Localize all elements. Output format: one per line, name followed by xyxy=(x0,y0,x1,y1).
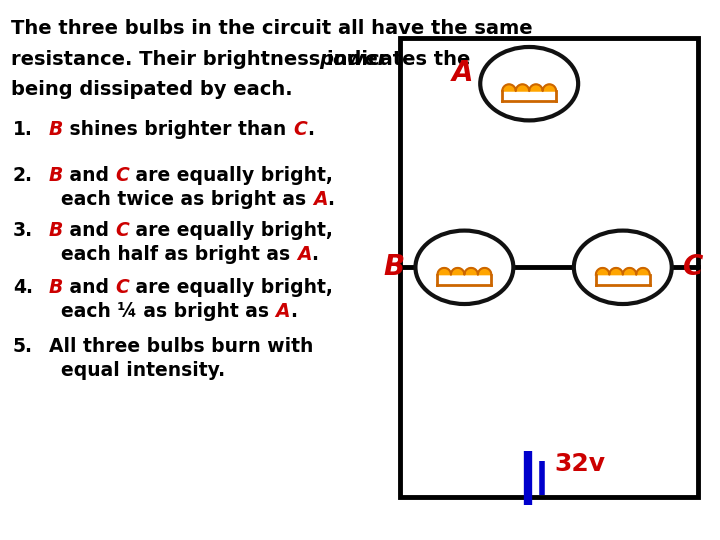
Text: B: B xyxy=(49,166,63,185)
Text: A: A xyxy=(276,302,290,321)
Text: .: . xyxy=(307,120,314,139)
Text: and: and xyxy=(63,166,116,185)
Text: each ¼ as bright as: each ¼ as bright as xyxy=(61,302,276,321)
Ellipse shape xyxy=(480,47,578,120)
Text: A: A xyxy=(312,190,328,209)
Polygon shape xyxy=(438,268,491,275)
Text: 2.: 2. xyxy=(13,166,33,185)
Text: .: . xyxy=(290,302,297,321)
Text: and: and xyxy=(63,221,116,240)
Text: 4.: 4. xyxy=(13,278,33,297)
Text: are equally bright,: are equally bright, xyxy=(130,278,333,297)
Text: All three bulbs burn with: All three bulbs burn with xyxy=(49,338,313,356)
Text: B: B xyxy=(49,278,63,297)
Text: being dissipated by each.: being dissipated by each. xyxy=(11,80,292,99)
Text: each half as bright as: each half as bright as xyxy=(61,245,297,264)
Text: C: C xyxy=(116,166,130,185)
Text: 1.: 1. xyxy=(13,120,33,139)
Polygon shape xyxy=(596,268,649,275)
Text: A: A xyxy=(297,245,311,264)
Text: resistance. Their brightness indicates the: resistance. Their brightness indicates t… xyxy=(11,50,477,69)
Text: shines brighter than: shines brighter than xyxy=(63,120,293,139)
Text: C: C xyxy=(683,253,703,281)
Text: power: power xyxy=(320,50,388,69)
Text: and: and xyxy=(63,278,116,297)
Text: 5.: 5. xyxy=(13,338,33,356)
Text: The three bulbs in the circuit all have the same: The three bulbs in the circuit all have … xyxy=(11,19,532,38)
Text: are equally bright,: are equally bright, xyxy=(130,221,333,240)
Text: A: A xyxy=(451,59,473,87)
Ellipse shape xyxy=(574,231,672,304)
Text: equal intensity.: equal intensity. xyxy=(61,361,225,380)
Text: B: B xyxy=(49,120,63,139)
Bar xyxy=(400,38,698,497)
Text: B: B xyxy=(49,221,63,240)
Text: 32v: 32v xyxy=(554,453,606,476)
Text: .: . xyxy=(328,190,334,209)
Text: are equally bright,: are equally bright, xyxy=(130,166,333,185)
Text: 3.: 3. xyxy=(13,221,33,240)
Text: C: C xyxy=(116,278,130,297)
Polygon shape xyxy=(503,84,556,91)
Text: B: B xyxy=(384,253,405,281)
Ellipse shape xyxy=(415,231,513,304)
Text: C: C xyxy=(293,120,307,139)
Text: C: C xyxy=(116,221,130,240)
Text: each twice as bright as: each twice as bright as xyxy=(61,190,312,209)
Text: .: . xyxy=(311,245,318,264)
